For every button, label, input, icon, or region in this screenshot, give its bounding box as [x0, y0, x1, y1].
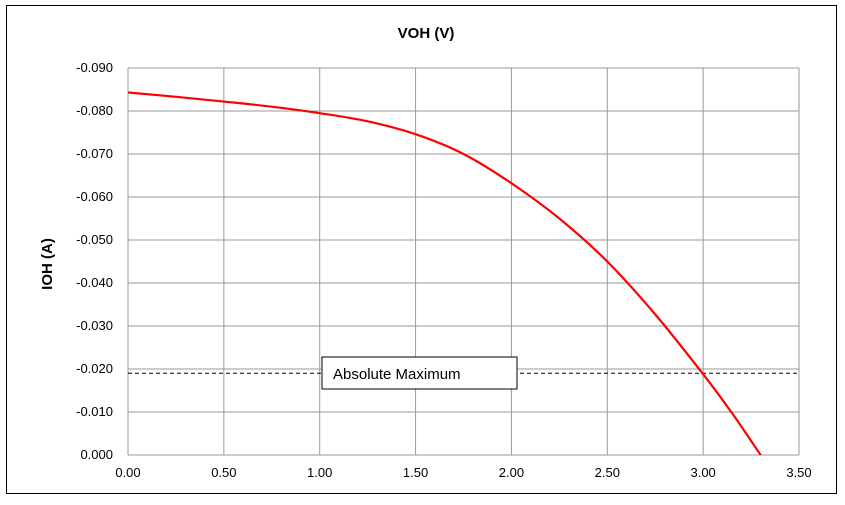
x-tick-label: 0.50 [211, 465, 236, 480]
x-tick-labels: 0.00 0.50 1.00 1.50 2.00 2.50 3.00 3.50 [115, 465, 811, 480]
y-tick-labels: 0.000 -0.010 -0.020 -0.030 -0.040 -0.050 -0.06… [76, 60, 113, 462]
annotation-box [321, 356, 518, 390]
y-tick-label: -0.050 [76, 232, 113, 247]
annotation-group: Absolute Maximum [321, 356, 518, 390]
grid [127, 67, 800, 456]
y-tick-label: 0.000 [80, 447, 113, 462]
x-tick-label: 1.50 [403, 465, 428, 480]
y-tick-label: -0.040 [76, 275, 113, 290]
y-tick-label: -0.090 [76, 60, 113, 75]
series-line-ioh [127, 91, 762, 456]
x-tick-label: 0.00 [115, 465, 140, 480]
y-axis-label: IOH (A) [39, 238, 56, 290]
x-tick-label: 3.00 [690, 465, 715, 480]
x-tick-label: 1.00 [307, 465, 332, 480]
annotation-absolute-maximum: Absolute Maximum [333, 366, 461, 383]
series-group [127, 91, 762, 456]
y-tick-label: -0.020 [76, 361, 113, 376]
y-tick-label: -0.060 [76, 189, 113, 204]
y-tick-label: -0.080 [76, 103, 113, 118]
y-tick-label: -0.030 [76, 318, 113, 333]
x-tick-label: 2.00 [499, 465, 524, 480]
chart-title: VOH (V) [398, 25, 455, 42]
x-tick-label: 3.50 [786, 465, 811, 480]
y-tick-label: -0.070 [76, 146, 113, 161]
x-tick-label: 2.50 [595, 465, 620, 480]
y-tick-label: -0.010 [76, 404, 113, 419]
